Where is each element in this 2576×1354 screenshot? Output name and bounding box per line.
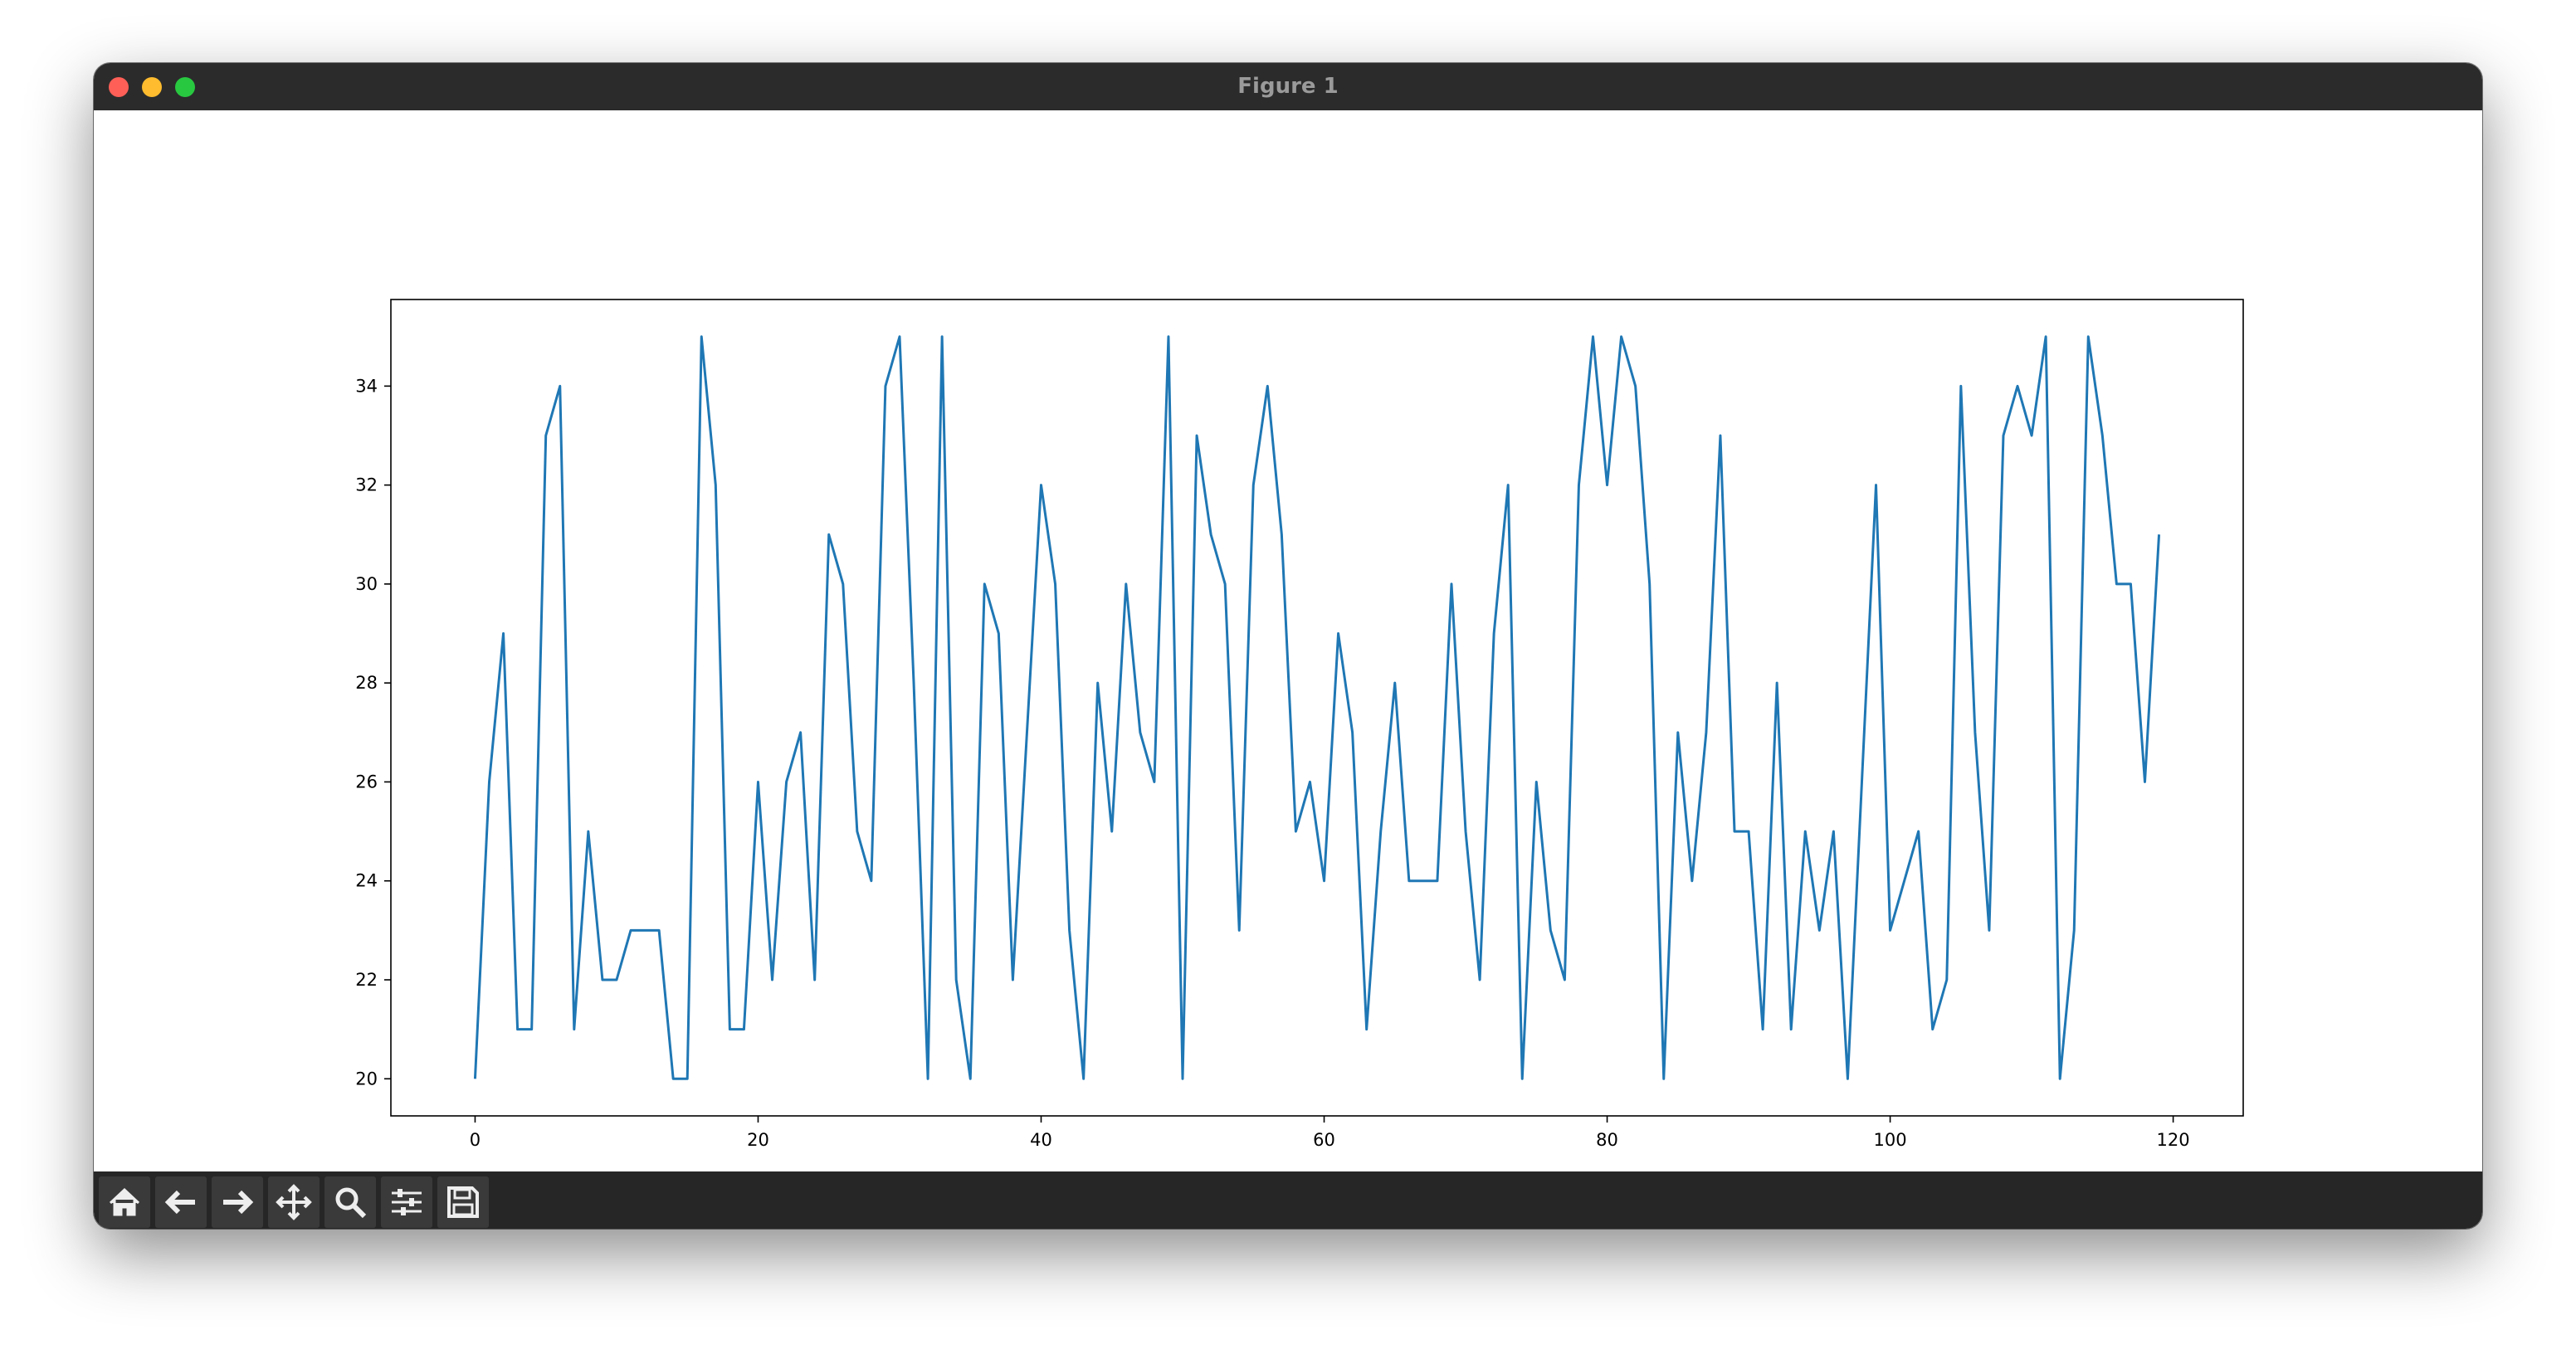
axes-frame (390, 299, 2244, 1117)
home-button[interactable] (99, 1176, 150, 1228)
y-tick-label: 24 (355, 871, 378, 891)
y-tick-label: 28 (355, 673, 378, 693)
back-button[interactable] (155, 1176, 207, 1228)
y-tick-label: 20 (355, 1069, 378, 1089)
y-tick-label: 30 (355, 574, 378, 594)
data-line (473, 335, 2161, 1080)
app-window: Figure 1 20 22 24 26 28 30 32 34 0 20 40 60 80 100 120 (94, 63, 2482, 1229)
y-tick-label: 34 (355, 376, 378, 396)
window-title: Figure 1 (1237, 74, 1339, 99)
y-tick-label: 26 (355, 772, 378, 791)
x-tick-label: 20 (747, 1130, 769, 1150)
close-button[interactable] (109, 77, 129, 97)
pan-button[interactable] (268, 1176, 320, 1228)
zoom-button[interactable] (175, 77, 195, 97)
forward-button[interactable] (212, 1176, 263, 1228)
y-tick-label: 22 (355, 970, 378, 990)
x-tick-label: 100 (1874, 1130, 1907, 1150)
x-tick-label: 120 (2157, 1130, 2190, 1150)
toolbar (94, 1171, 2482, 1229)
title-bar: Figure 1 (94, 63, 2482, 110)
y-tick-label: 32 (355, 475, 378, 495)
configure-button[interactable] (381, 1176, 432, 1228)
x-tick-label: 60 (1313, 1130, 1335, 1150)
chart: 20 22 24 26 28 30 32 34 0 20 40 60 80 100 120 (355, 299, 2244, 1150)
minimize-button[interactable] (142, 77, 162, 97)
zoom-tool-button[interactable] (324, 1176, 376, 1228)
x-tick-label: 40 (1030, 1130, 1052, 1150)
x-tick-label: 80 (1596, 1130, 1618, 1150)
x-tick-label: 0 (470, 1130, 481, 1150)
save-button[interactable] (437, 1176, 489, 1228)
